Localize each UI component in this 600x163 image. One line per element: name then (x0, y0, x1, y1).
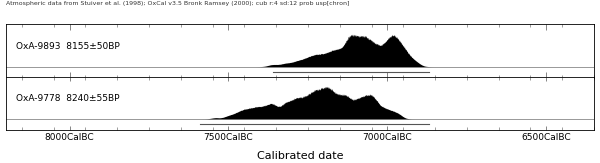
Text: OxA-9778  8240±55BP: OxA-9778 8240±55BP (16, 94, 119, 103)
Text: Atmospheric data from Stuiver et al. (1998); OxCal v3.5 Bronk Ramsey (2000); cub: Atmospheric data from Stuiver et al. (19… (6, 1, 349, 6)
Text: Calibrated date: Calibrated date (257, 151, 343, 161)
Text: OxA-9893  8155±50BP: OxA-9893 8155±50BP (16, 42, 119, 51)
